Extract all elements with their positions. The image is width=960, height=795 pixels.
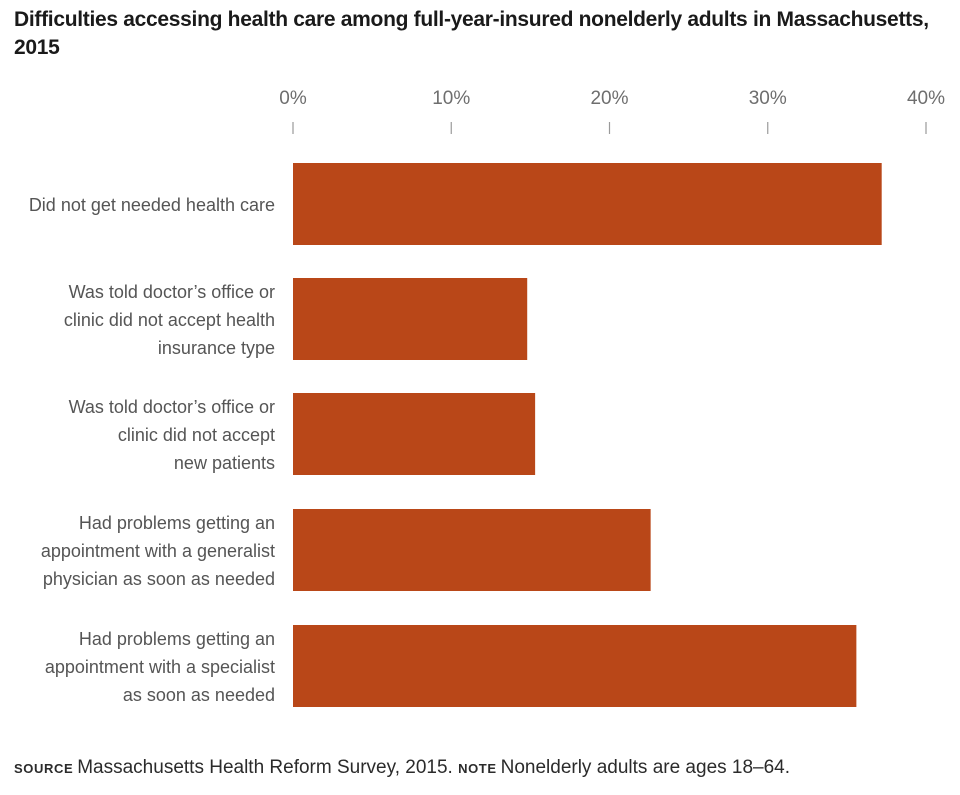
chart-footer: Source Massachusetts Health Reform Survey… bbox=[14, 757, 790, 779]
category-label-line: insurance type bbox=[158, 338, 275, 358]
chart-title: Difficulties accessing health care among… bbox=[14, 8, 929, 59]
category-label-line: appointment with a generalist bbox=[41, 541, 275, 561]
category-label: Had problems getting an appointment with … bbox=[41, 513, 275, 589]
category-label-line: Had problems getting an bbox=[79, 513, 275, 533]
category-label-line: Had problems getting an bbox=[79, 629, 275, 649]
x-axis: 0% 10% 20% 30% 40% bbox=[279, 88, 945, 134]
x-tick-label: 40% bbox=[907, 88, 945, 109]
category-label-line: physician as soon as needed bbox=[43, 569, 275, 589]
category-label: Was told doctor’s office or clinic did no… bbox=[69, 397, 275, 473]
category-label-line: as soon as needed bbox=[123, 685, 275, 705]
bar-chart: 0% 10% 20% 30% 40% Did not get needed health… bbox=[29, 88, 945, 707]
category-label: Did not get needed health care bbox=[29, 195, 275, 215]
bar bbox=[293, 163, 882, 245]
x-tick-label: 30% bbox=[749, 88, 787, 109]
category-label-line: Was told doctor’s office or bbox=[69, 282, 275, 302]
category-label: Had problems getting an appointment with … bbox=[45, 629, 275, 705]
category-label-line: Did not get needed health care bbox=[29, 195, 275, 215]
source-text: Massachusetts Health Reform Survey, 2015… bbox=[77, 757, 453, 778]
bar bbox=[293, 278, 528, 360]
source-label: Source bbox=[14, 761, 74, 776]
x-tick-label: 20% bbox=[590, 88, 628, 109]
category-label-line: clinic did not accept bbox=[118, 425, 275, 445]
bar bbox=[293, 509, 651, 591]
x-tick-label: 10% bbox=[432, 88, 470, 109]
note-label: Note bbox=[458, 761, 497, 776]
x-tick-label: 0% bbox=[279, 88, 307, 109]
bars bbox=[293, 163, 882, 707]
bar bbox=[293, 393, 536, 475]
category-labels: Did not get needed health care Was told d… bbox=[29, 195, 275, 705]
category-label-line: Was told doctor’s office or bbox=[69, 397, 275, 417]
bar bbox=[293, 625, 857, 707]
category-label-line: new patients bbox=[174, 453, 275, 473]
note-text: Nonelderly adults are ages 18–64. bbox=[500, 757, 791, 778]
category-label: Was told doctor’s office or clinic did no… bbox=[64, 282, 275, 358]
category-label-line: appointment with a specialist bbox=[45, 657, 275, 677]
category-label-line: clinic did not accept health bbox=[64, 310, 275, 330]
